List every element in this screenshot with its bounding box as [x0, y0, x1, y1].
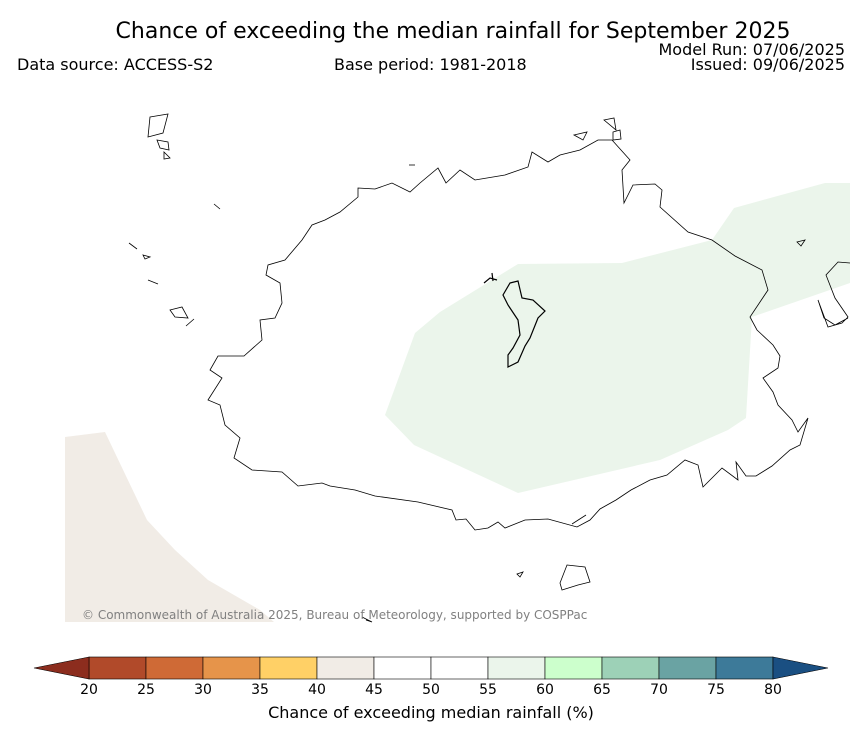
colorbar [33, 656, 829, 680]
central-lake-outline [502, 280, 546, 368]
data-source: Data source: ACCESS-S2 [17, 55, 214, 74]
central-lake-inlet [483, 272, 498, 284]
reef-se-1 [571, 514, 587, 525]
colorbar-tick-label: 60 [536, 682, 554, 698]
colorbar-tick-label: 45 [365, 682, 383, 698]
base-period: Base period: 1981-2018 [334, 55, 527, 74]
island-coastline [207, 139, 809, 531]
colorbar-segment [430, 656, 489, 680]
colorbar-tick-label: 40 [308, 682, 326, 698]
islet-w-1 [142, 254, 152, 260]
islet-n-1 [572, 131, 588, 141]
islet-s-2 [516, 571, 524, 578]
east-region-shading [385, 183, 850, 493]
islet-nw-3 [163, 151, 171, 160]
colorbar-over-arrow [772, 656, 829, 680]
reef-w-1 [128, 203, 221, 327]
colorbar-tick-label: 65 [593, 682, 611, 698]
islet-n-2 [603, 117, 617, 131]
islet-nw-1 [147, 113, 169, 138]
colorbar-tick-label: 80 [764, 682, 782, 698]
colorbar-tick-label: 55 [479, 682, 497, 698]
issued-date: Issued: 09/06/2025 [690, 55, 845, 74]
colorbar-segment [544, 656, 603, 680]
colorbar-segment [715, 656, 774, 680]
colorbar-segment [487, 656, 546, 680]
colorbar-tick-label: 75 [707, 682, 725, 698]
colorbar-segment [316, 656, 375, 680]
colorbar-tick-label: 70 [650, 682, 668, 698]
islet-s-3 [361, 616, 373, 623]
colorbar-tick-label: 30 [194, 682, 212, 698]
copyright-notice: © Commonwealth of Australia 2025, Bureau… [82, 608, 588, 622]
islet-n-3 [612, 129, 622, 141]
model-run-date: Model Run: 07/06/2025 [658, 40, 846, 59]
colorbar-under-arrow [33, 656, 90, 680]
colorbar-segment [259, 656, 318, 680]
colorbar-segment [145, 656, 204, 680]
colorbar-tick-label: 35 [251, 682, 269, 698]
islet-nw-2 [156, 139, 170, 151]
islet-w-2 [169, 306, 189, 319]
colorbar-segment [373, 656, 432, 680]
southwest-region-shading [65, 432, 274, 622]
islet-s-1 [559, 564, 591, 591]
map-title: Chance of exceeding the median rainfall … [115, 19, 791, 44]
colorbar-tick-label: 20 [80, 682, 98, 698]
colorbar-segment [601, 656, 660, 680]
islet-e-2 [817, 261, 851, 328]
colorbar-segment [202, 656, 261, 680]
colorbar-segment [658, 656, 717, 680]
colorbar-label: Chance of exceeding median rainfall (%) [268, 703, 594, 722]
islet-e-1 [796, 239, 806, 247]
colorbar-tick-label: 25 [137, 682, 155, 698]
colorbar-segment [88, 656, 147, 680]
colorbar-tick-label: 50 [422, 682, 440, 698]
